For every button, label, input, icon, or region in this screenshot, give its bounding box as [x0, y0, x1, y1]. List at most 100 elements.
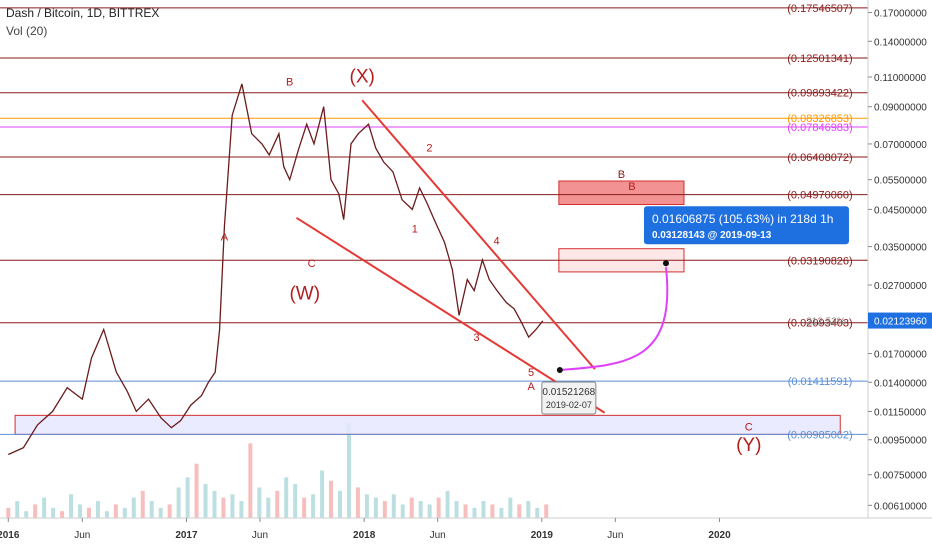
wave-label: C	[745, 422, 753, 434]
volume-bar	[158, 507, 163, 518]
volume-bar	[284, 477, 289, 518]
volume-bar	[400, 504, 405, 518]
start-tooltip-date: 2019-02-07	[546, 400, 592, 410]
volume-bar	[320, 470, 325, 518]
start-tooltip-price: 0.01521268	[542, 387, 595, 398]
measure-change: 0.01606875 (105.63%) in 218d 1h	[652, 212, 833, 226]
price-line	[8, 83, 544, 456]
projection-end-point	[662, 260, 669, 267]
y-tick-label: 0.01400000	[874, 378, 927, 389]
level-label: (0.17546507)	[787, 3, 852, 15]
volume-bar	[517, 504, 522, 518]
chart-title: Dash / Bitcoin, 1D, BITTREX	[6, 6, 160, 20]
level-label: (0.06408072)	[787, 152, 852, 164]
measure-target: 0.03128143 @ 2019-09-13	[652, 230, 772, 241]
level-label: (0.07846983)	[787, 122, 852, 134]
volume-bar	[212, 490, 217, 518]
level-label: (0.09893422)	[787, 88, 852, 100]
volume-bar	[15, 501, 20, 518]
volume-bar	[293, 484, 298, 518]
x-tick-label: 2019	[531, 530, 554, 541]
x-tick-label: Jun	[74, 530, 90, 541]
projection-start-point	[556, 366, 563, 373]
x-tick-label: Jun	[430, 530, 446, 541]
trendline	[361, 99, 596, 370]
volume-bar	[60, 511, 65, 518]
volume-bar	[42, 497, 47, 518]
y-tick-label: 0.01700000	[874, 350, 927, 361]
level-label: (0.01411591)	[788, 376, 853, 388]
level-label: (0.03190826)	[787, 255, 852, 267]
y-tick-label: 0.14000000	[874, 37, 927, 48]
volume-bar	[221, 497, 226, 518]
volume-bar	[113, 504, 118, 518]
y-tick-label: 0.09000000	[874, 103, 927, 114]
volume-bar	[535, 507, 540, 518]
x-tick-label: Jun	[252, 530, 268, 541]
volume-bar	[427, 504, 432, 518]
volume-bar	[266, 497, 271, 518]
y-axis-bg	[868, 0, 932, 550]
zone-rect	[558, 180, 685, 206]
chart-subtitle: Vol (20)	[6, 24, 48, 38]
x-tick-label: 2017	[175, 530, 198, 541]
volume-bar	[490, 504, 495, 518]
y-tick-label: 0.03500000	[874, 243, 927, 254]
volume-bar	[149, 501, 154, 518]
measure-tooltip-box	[643, 206, 849, 245]
volume-bar	[338, 490, 343, 518]
y-tick-label: 0.00950000	[874, 436, 927, 447]
volume-bar	[248, 443, 253, 518]
volume-bar	[373, 497, 378, 518]
start-tooltip-box	[541, 381, 597, 415]
x-axis-bg	[0, 518, 932, 550]
projection: 0.01521268 2019-02-07 0.01606875 (105.63%)…	[541, 206, 849, 415]
volume-bar	[194, 463, 199, 518]
volume-bar	[355, 487, 360, 518]
volume-bar	[472, 507, 477, 518]
volume-bar	[6, 507, 11, 518]
level-label: (0.08326853)	[787, 113, 852, 125]
x-tick-label: Jun	[607, 530, 623, 541]
x-tick-label: 2020	[708, 530, 731, 541]
wave-label: 3	[474, 332, 480, 344]
volume-bar	[499, 507, 504, 518]
volume-bar	[544, 504, 549, 518]
wave-label: 5	[528, 367, 534, 379]
y-tick-label: 0.04500000	[874, 205, 927, 216]
volume-bar	[69, 494, 74, 518]
wave-label: (Y)	[736, 435, 761, 456]
volume-bar	[167, 504, 172, 518]
volume-bar	[409, 497, 414, 518]
volume-bar	[364, 494, 369, 518]
y-tick-label: 0.00750000	[874, 471, 927, 482]
price-line	[8, 83, 544, 456]
zone-label: B	[618, 169, 625, 181]
volume-bars	[6, 423, 549, 518]
x-tick-label: 2016	[0, 530, 20, 541]
current-price-overlay: 212.53%	[806, 317, 846, 328]
wave-labels: (X) (W) (Y) B A C 1 2 3 4 5 A B C	[221, 66, 762, 456]
y-tick-label: 0.07000000	[874, 140, 927, 151]
current-price-label: 0.02123960	[874, 317, 927, 328]
wave-label: 4	[493, 235, 499, 247]
volume-bar	[104, 511, 109, 518]
level-label: (0.00985062)	[787, 429, 852, 441]
wave-label: A	[527, 381, 535, 393]
volume-bar	[463, 504, 468, 518]
volume-bar	[436, 497, 441, 518]
wave-label: 1	[412, 223, 418, 235]
trendlines	[295, 99, 606, 414]
volume-bar	[95, 501, 100, 518]
volume-bar	[78, 504, 83, 518]
volume-bar	[526, 501, 531, 518]
volume-bar	[454, 501, 459, 518]
volume-bar	[239, 501, 244, 518]
volume-bar	[311, 494, 316, 518]
y-tick-label: 0.02700000	[874, 281, 927, 292]
volume-bar	[418, 501, 423, 518]
y-tick-label: 0.17000000	[874, 9, 927, 20]
y-tick-label: 0.00610000	[874, 501, 927, 512]
